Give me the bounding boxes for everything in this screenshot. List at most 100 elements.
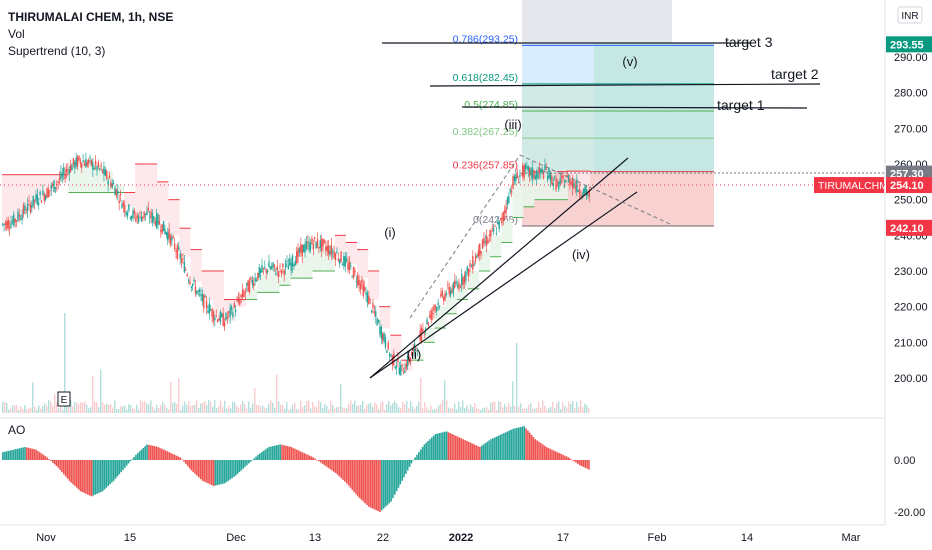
ao-bar (569, 458, 572, 460)
ao-bar (453, 434, 455, 460)
candle-body (508, 196, 510, 204)
indicator-ao-label[interactable]: AO (8, 423, 25, 437)
volume-bar (298, 409, 300, 413)
time-axis[interactable]: Nov 15 Dec 13 22 2022 17 Feb 14 Mar (36, 532, 861, 544)
trendline-upper[interactable] (369, 157, 629, 379)
candle-body (357, 275, 359, 286)
ao-bar (66, 460, 69, 479)
volume-bars (2, 313, 590, 413)
volume-bar (124, 405, 126, 413)
candle-body (218, 318, 220, 321)
ao-bar (114, 460, 117, 479)
candle-body (520, 172, 523, 174)
ao-bar (427, 440, 429, 460)
candle-body (21, 214, 23, 220)
volume-bar (544, 405, 546, 413)
ao-bar (357, 460, 359, 497)
ao-bar (223, 460, 226, 484)
volume-bar (60, 402, 62, 413)
ao-bar (44, 456, 47, 460)
volume-bar (352, 404, 354, 413)
ao-bar (35, 449, 37, 460)
ao-bar (410, 460, 413, 464)
volume-bar (208, 400, 210, 413)
ao-bar (384, 460, 387, 507)
volume-bar (142, 401, 144, 413)
ao-bar (55, 460, 58, 467)
candle-body (366, 292, 369, 303)
volume-bar (202, 402, 204, 413)
ao-bar (122, 460, 124, 470)
volume-bar (330, 400, 332, 413)
supertrend-band (323, 246, 335, 271)
candle-body (384, 337, 387, 348)
ao-bar (244, 460, 246, 467)
ao-bar (334, 460, 337, 473)
wave-label-iii: (iii) (504, 117, 521, 132)
ao-bar (98, 460, 100, 493)
volume-bar (30, 407, 32, 413)
candle-body (124, 205, 126, 212)
volume-bar (244, 403, 246, 413)
supertrend-band (35, 174, 47, 200)
supertrend-band (135, 163, 147, 218)
indicator-supertrend-label[interactable]: Supertrend (10, 3) (8, 44, 105, 58)
trendline-lower[interactable] (369, 191, 638, 379)
ao-bar (116, 460, 119, 477)
candle-body (437, 302, 439, 306)
volume-bar (566, 407, 568, 413)
price-axis[interactable]: 200.00210.00220.00230.00240.00250.00260.… (894, 52, 928, 519)
ao-bar (20, 447, 23, 460)
ao-bar (466, 440, 468, 460)
candle-body (86, 162, 88, 166)
volume-bar (300, 400, 302, 413)
candle-body (386, 350, 388, 353)
fib-level-label: 0.236(257.85) (453, 160, 518, 172)
candle-body (137, 216, 140, 223)
earnings-marker-label: E (61, 395, 68, 406)
volume-bar (252, 403, 254, 413)
volume-bar (338, 406, 340, 413)
volume-bar (272, 402, 274, 413)
candle-body (81, 163, 83, 168)
ao-bar (170, 453, 172, 460)
candle-body (203, 294, 205, 309)
ao-bar (392, 460, 394, 499)
supertrend-band (334, 235, 346, 254)
candle-body (512, 175, 514, 189)
ao-tick-label: -20.00 (894, 507, 925, 519)
ao-bar (279, 444, 281, 460)
ao-bar (57, 460, 60, 468)
volume-bar (210, 401, 212, 413)
earnings-marker[interactable] (57, 391, 71, 407)
candle-body (499, 218, 502, 220)
candle-body (149, 217, 151, 219)
supertrend-band (312, 242, 324, 271)
candle-body (544, 164, 546, 170)
candle-body (495, 232, 498, 234)
ao-tick-label: 0.00 (894, 455, 915, 467)
volume-bar (260, 406, 262, 413)
volume-bar (588, 407, 590, 413)
target-2-line[interactable] (429, 83, 821, 87)
candle-body (198, 289, 201, 293)
ao-bar (142, 447, 145, 460)
candle-body (379, 326, 381, 335)
ao-bar (541, 444, 544, 460)
currency-badge[interactable] (897, 6, 923, 24)
ao-bar (281, 444, 283, 460)
candle-body (176, 244, 179, 259)
volume-bar (54, 394, 56, 413)
candle-body (207, 310, 209, 313)
volume-bar (228, 405, 230, 413)
volume-bar (390, 405, 392, 413)
candle-body (250, 277, 252, 280)
ao-bar (534, 439, 537, 460)
candle-body (584, 186, 586, 193)
target-1-line[interactable] (461, 106, 808, 109)
candle-body (196, 290, 198, 295)
candle-body (157, 214, 159, 225)
volume-bar (74, 402, 76, 413)
indicator-vol-label[interactable]: Vol (8, 27, 25, 41)
